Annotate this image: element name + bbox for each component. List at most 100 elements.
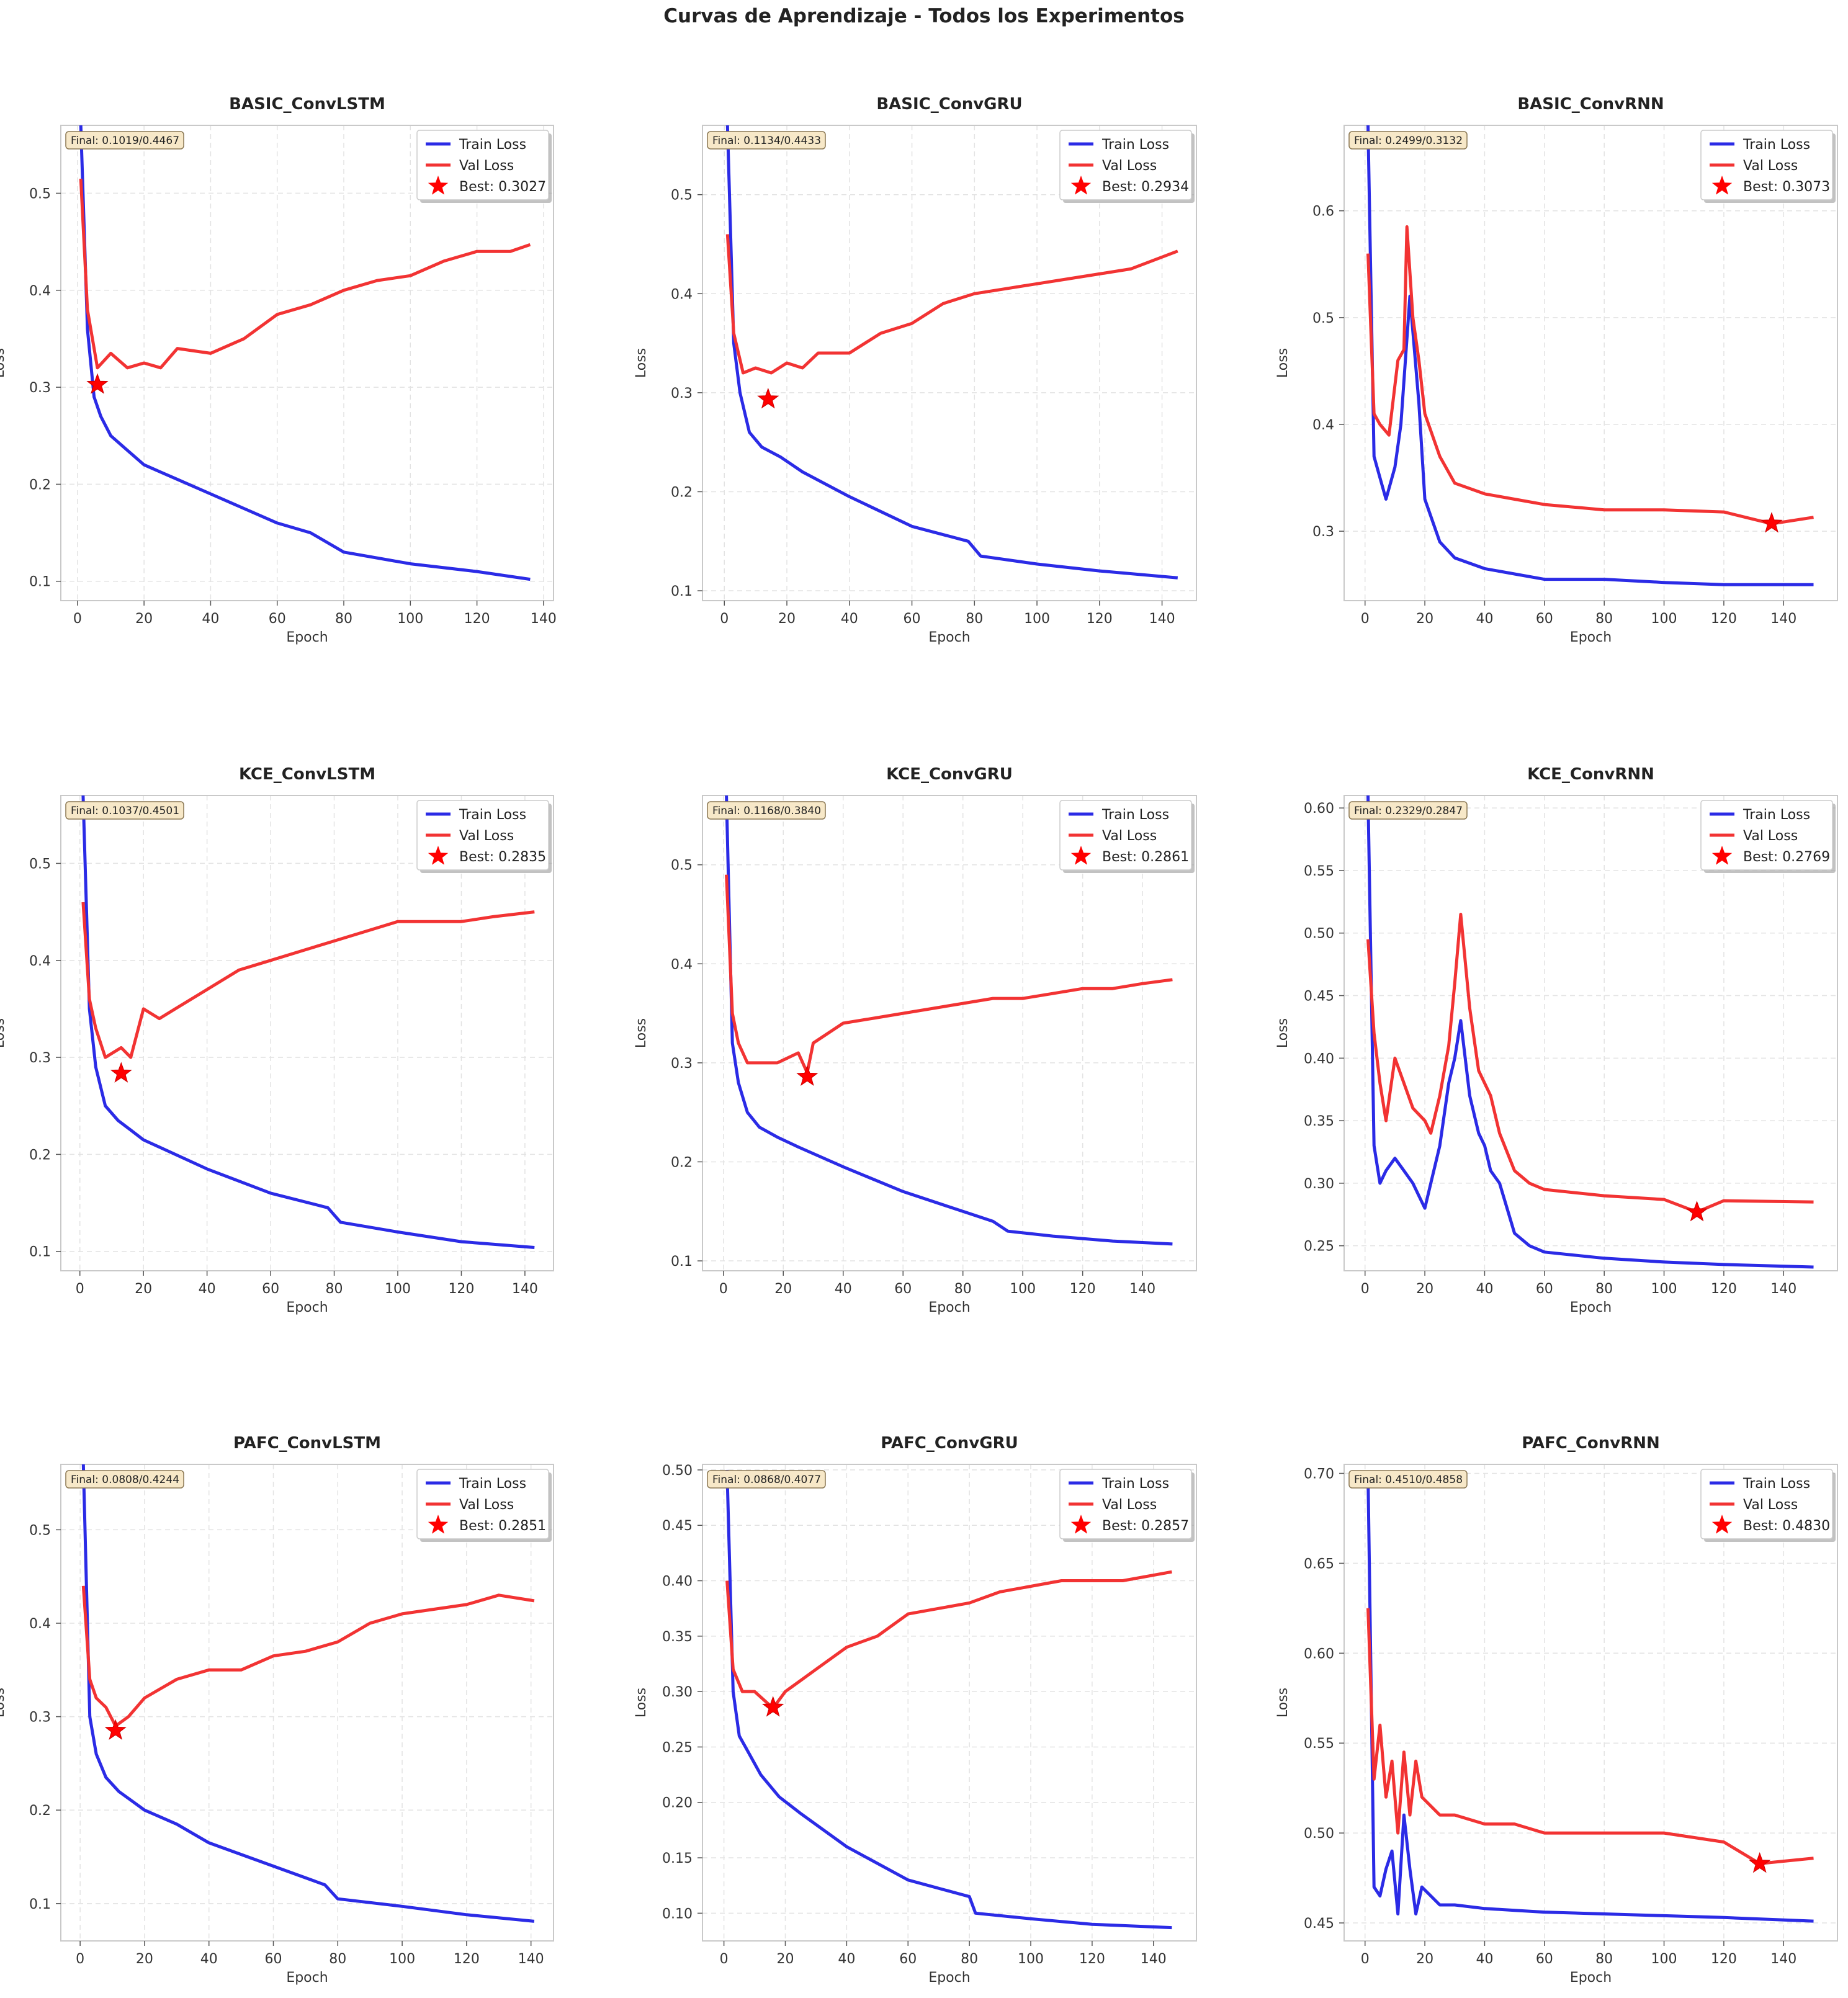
val-loss-line: [1366, 225, 1814, 526]
legend-train-label: Train Loss: [1101, 137, 1169, 153]
legend-best-label: Best: 0.2934: [1102, 179, 1189, 195]
final-box: [707, 801, 826, 820]
subplot-pafc-convlstm: 0 20 40 60 80 100 120 140 0.1 0.2 0.3 0.4 0.5 PAFC_Co…: [0, 1434, 554, 1986]
legend-train-label: Train Loss: [459, 807, 526, 823]
legend-box: [1059, 800, 1192, 871]
final-label: Final: 0.1134/0.4433: [712, 135, 821, 147]
final-annotation: Final: 0.4510/0.4858: [1348, 1470, 1468, 1489]
val-loss-line: [1366, 913, 1814, 1214]
axes-frame: [1343, 1464, 1838, 1942]
x-tick-label: 60: [265, 1951, 282, 1967]
final-annotation: Final: 0.1134/0.4433: [707, 131, 826, 150]
x-tick-label: 40: [200, 1951, 218, 1967]
y-tick-label: 0.4: [29, 284, 51, 299]
y-tick-label: 0.50: [662, 1463, 693, 1479]
legend-val-label: Val Loss: [1102, 828, 1157, 844]
x-tick-label: 80: [961, 1951, 978, 1967]
x-tick-label: 80: [1595, 611, 1613, 627]
y-tick-label: 0.65: [1304, 1556, 1334, 1572]
y-axis-label: Loss: [634, 1688, 649, 1718]
x-tick-label: 100: [397, 611, 423, 627]
val-loss-line: [725, 234, 1178, 375]
x-tick-label: 20: [135, 611, 153, 627]
x-tick-label: 60: [269, 611, 286, 627]
y-tick-label: 0.30: [662, 1685, 693, 1700]
y-tick-label: 0.3: [29, 1710, 51, 1726]
y-axis-label: Loss: [0, 1018, 7, 1048]
y-tick-label: 0.5: [29, 1523, 51, 1538]
x-tick-label: 40: [1476, 1951, 1493, 1967]
y-tick-label: 0.45: [1304, 1916, 1334, 1932]
y-tick-label: 0.15: [662, 1851, 693, 1866]
legend-val-label: Val Loss: [1102, 158, 1157, 174]
final-label: Final: 0.0868/0.4077: [712, 1474, 821, 1486]
legend: Train Loss Val Loss Best: 0.3027: [416, 130, 552, 203]
x-tick-label: 0: [719, 1281, 728, 1297]
y-axis-label: Loss: [0, 1688, 7, 1718]
x-axis-label: Epoch: [286, 1300, 328, 1315]
final-label: Final: 0.1168/0.3840: [712, 805, 821, 817]
best-marker: [86, 373, 109, 394]
legend: Train Loss Val Loss Best: 0.2934: [1059, 130, 1195, 203]
best-marker: [762, 1696, 784, 1717]
x-tick-label: 0: [76, 1951, 84, 1967]
y-tick-label: 0.40: [662, 1574, 693, 1590]
legend-train-label: Train Loss: [459, 1476, 526, 1492]
x-axis-label: Epoch: [286, 1970, 328, 1986]
x-tick-label: 0: [720, 611, 729, 627]
x-tick-label: 100: [1024, 611, 1050, 627]
legend: Train Loss Val Loss Best: 0.2857: [1059, 1469, 1195, 1542]
legend-val-label: Val Loss: [1743, 1497, 1798, 1513]
final-annotation: Final: 0.0808/0.4244: [65, 1470, 184, 1489]
y-tick-label: 0.4: [671, 287, 693, 302]
best-marker: [110, 1062, 132, 1083]
x-tick-label: 60: [894, 1281, 912, 1297]
final-label: Final: 0.0808/0.4244: [71, 1474, 179, 1486]
y-tick-label: 0.2: [29, 1803, 51, 1819]
y-axis-label: Loss: [1275, 348, 1291, 378]
y-tick-label: 0.40: [1304, 1051, 1334, 1067]
y-tick-label: 0.30: [1304, 1176, 1334, 1192]
legend: Train Loss Val Loss Best: 0.4830: [1700, 1469, 1836, 1542]
final-annotation: Final: 0.2499/0.3132: [1348, 131, 1468, 150]
subplot-title: BASIC_ConvRNN: [1517, 95, 1664, 114]
legend-best-label: Best: 0.3073: [1743, 179, 1830, 195]
x-tick-label: 120: [1087, 611, 1113, 627]
y-tick-label: 0.35: [1304, 1114, 1334, 1129]
subplot-title: PAFC_ConvRNN: [1522, 1434, 1660, 1453]
y-tick-label: 0.45: [662, 1518, 693, 1534]
best-marker: [757, 387, 779, 409]
x-tick-label: 60: [1536, 1951, 1553, 1967]
x-tick-label: 100: [389, 1951, 415, 1967]
y-axis-label: Loss: [1275, 1018, 1291, 1048]
y-tick-label: 0.2: [671, 485, 693, 500]
y-tick-label: 0.3: [29, 380, 51, 396]
legend-box: [416, 130, 549, 200]
y-tick-label: 0.1: [671, 584, 693, 599]
final-label: Final: 0.4510/0.4858: [1354, 1474, 1463, 1486]
axes-frame: [702, 1464, 1197, 1942]
y-axis-label: Loss: [634, 348, 649, 378]
x-axis-label: Epoch: [928, 1970, 970, 1986]
x-tick-label: 140: [518, 1951, 544, 1967]
final-box: [65, 801, 184, 820]
val-loss-line: [81, 1585, 535, 1728]
x-tick-label: 140: [1770, 1951, 1796, 1967]
subplot-title: KCE_ConvRNN: [1527, 765, 1654, 784]
subplot-title: KCE_ConvGRU: [886, 765, 1013, 784]
subplot-pafc-convrnn: 0 20 40 60 80 100 120 140 0.45 0.50 0.55 0.60 0.65 0.…: [1275, 1434, 1838, 1986]
x-tick-label: 140: [1141, 1951, 1167, 1967]
x-tick-label: 120: [1070, 1281, 1096, 1297]
subplot-basic-convgru: 0 20 40 60 80 100 120 140 0.1 0.2 0.3 0.4 0.5 BASIC_C…: [634, 95, 1197, 645]
subplot-basic-convrnn: 0 20 40 60 80 100 120 140 0.3 0.4 0.5 0.6 BASIC_Conv…: [1275, 95, 1838, 645]
legend: Train Loss Val Loss Best: 0.2861: [1059, 800, 1195, 873]
x-tick-label: 140: [1770, 611, 1796, 627]
legend-best-swatch: [428, 846, 449, 865]
axes-frame: [60, 1464, 554, 1942]
x-axis-label: Epoch: [1570, 630, 1612, 645]
x-tick-label: 80: [335, 611, 352, 627]
legend: Train Loss Val Loss Best: 0.3073: [1700, 130, 1836, 203]
legend-box: [1700, 800, 1833, 871]
legend-best-label: Best: 0.3027: [459, 179, 546, 195]
y-tick-label: 0.5: [29, 856, 51, 872]
